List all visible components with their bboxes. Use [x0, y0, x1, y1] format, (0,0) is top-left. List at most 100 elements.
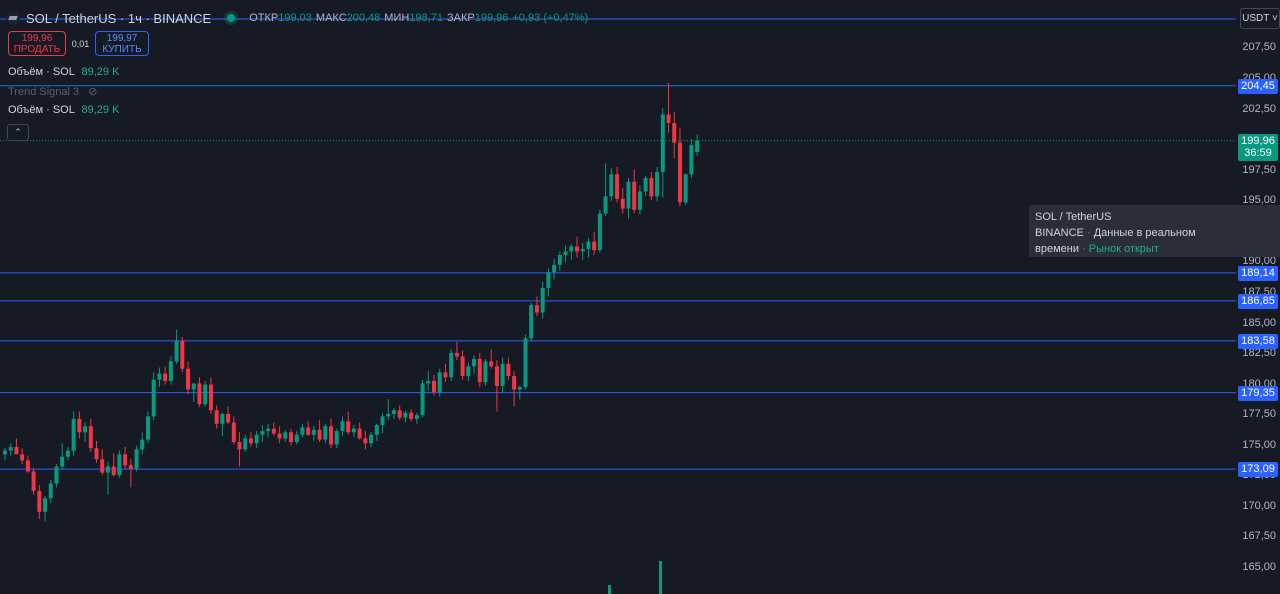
candle[interactable]: [517, 387, 522, 390]
candle[interactable]: [243, 438, 248, 450]
candle[interactable]: [54, 466, 59, 484]
candle[interactable]: [380, 416, 385, 425]
candle[interactable]: [523, 338, 528, 388]
sell-button[interactable]: 199,96 ПРОДАТЬ: [8, 31, 66, 56]
candle[interactable]: [666, 114, 671, 124]
candle[interactable]: [237, 442, 242, 450]
candle[interactable]: [266, 428, 271, 432]
candle[interactable]: [180, 340, 185, 369]
candle[interactable]: [449, 352, 454, 378]
candle[interactable]: [695, 140, 700, 152]
candle[interactable]: [620, 198, 625, 209]
candle[interactable]: [403, 412, 408, 418]
candle[interactable]: [432, 380, 436, 392]
candle[interactable]: [111, 466, 116, 476]
candlestick-chart[interactable]: [0, 0, 1236, 594]
candle[interactable]: [615, 174, 620, 199]
candle[interactable]: [437, 372, 442, 392]
candle[interactable]: [346, 421, 351, 433]
candle[interactable]: [546, 272, 551, 289]
candle[interactable]: [8, 446, 13, 451]
line-price-label[interactable]: 204,45: [1238, 78, 1278, 94]
candle[interactable]: [494, 366, 499, 386]
candle[interactable]: [203, 384, 208, 405]
candle[interactable]: [374, 424, 379, 435]
candle[interactable]: [300, 427, 305, 435]
line-price-label[interactable]: 189,14: [1238, 265, 1278, 281]
candle[interactable]: [25, 460, 30, 472]
candle[interactable]: [597, 213, 602, 251]
candle[interactable]: [391, 410, 396, 414]
candle[interactable]: [534, 305, 539, 313]
candle[interactable]: [386, 413, 391, 417]
candle[interactable]: [311, 429, 316, 435]
candle[interactable]: [414, 415, 419, 419]
candle[interactable]: [157, 373, 162, 380]
candle[interactable]: [77, 418, 82, 433]
candle[interactable]: [14, 446, 19, 455]
candle[interactable]: [65, 450, 70, 457]
indicator-trend-signal[interactable]: Trend Signal 3 ⊘: [8, 85, 97, 98]
candle[interactable]: [477, 358, 482, 383]
candle[interactable]: [500, 363, 505, 386]
candle[interactable]: [575, 246, 579, 252]
line-price-label[interactable]: 186,85: [1238, 293, 1278, 309]
chart-area[interactable]: [0, 0, 1236, 594]
candle[interactable]: [334, 431, 339, 445]
candle[interactable]: [134, 449, 139, 469]
candle[interactable]: [609, 174, 614, 197]
candle[interactable]: [117, 454, 122, 476]
candle[interactable]: [271, 428, 276, 434]
candle[interactable]: [43, 498, 48, 512]
candle[interactable]: [340, 421, 345, 432]
symbol-title[interactable]: SOL / TetherUS · 1ч · BINANCE: [26, 10, 212, 26]
candle[interactable]: [643, 178, 648, 192]
candle[interactable]: [329, 426, 334, 445]
candle[interactable]: [637, 191, 642, 210]
candle[interactable]: [317, 429, 322, 440]
candle[interactable]: [655, 171, 660, 197]
line-price-label[interactable]: 179,35: [1238, 385, 1278, 401]
candle[interactable]: [529, 305, 534, 339]
candle[interactable]: [123, 454, 128, 466]
candle[interactable]: [20, 454, 25, 461]
indicator-volume-2[interactable]: Объём · SOL 89,29 K: [8, 104, 119, 116]
currency-selector[interactable]: USDT ˅: [1240, 8, 1280, 29]
candle[interactable]: [454, 352, 459, 357]
candle[interactable]: [31, 471, 36, 491]
price-axis[interactable]: 207,50205,00202,50197,50195,00190,00187,…: [1236, 0, 1280, 594]
candle[interactable]: [191, 383, 196, 390]
candle[interactable]: [3, 450, 7, 455]
candle[interactable]: [283, 432, 288, 439]
candle[interactable]: [163, 373, 168, 381]
candle[interactable]: [289, 432, 293, 443]
candle[interactable]: [512, 376, 517, 390]
candle[interactable]: [689, 145, 694, 175]
candle[interactable]: [94, 448, 99, 460]
candle[interactable]: [460, 356, 465, 377]
candle[interactable]: [140, 439, 145, 450]
candle[interactable]: [592, 241, 597, 251]
candle[interactable]: [277, 433, 282, 439]
candle[interactable]: [472, 358, 477, 367]
candle[interactable]: [294, 434, 299, 443]
candle[interactable]: [128, 465, 133, 469]
candle[interactable]: [231, 422, 236, 443]
line-price-label[interactable]: 173,09: [1238, 462, 1278, 478]
candle[interactable]: [660, 114, 665, 172]
candle[interactable]: [540, 288, 545, 313]
candle[interactable]: [683, 174, 688, 203]
candle[interactable]: [569, 246, 574, 252]
candle[interactable]: [420, 383, 425, 416]
candle[interactable]: [649, 178, 654, 197]
candle[interactable]: [197, 383, 202, 405]
candle[interactable]: [226, 413, 231, 423]
candle[interactable]: [677, 142, 682, 203]
candle[interactable]: [214, 410, 219, 424]
candle[interactable]: [506, 363, 511, 377]
indicator-volume-1[interactable]: Объём · SOL 89,29 K: [8, 66, 119, 78]
candle[interactable]: [151, 379, 156, 417]
candle[interactable]: [489, 361, 494, 367]
candle[interactable]: [105, 466, 110, 473]
candle[interactable]: [323, 426, 328, 440]
